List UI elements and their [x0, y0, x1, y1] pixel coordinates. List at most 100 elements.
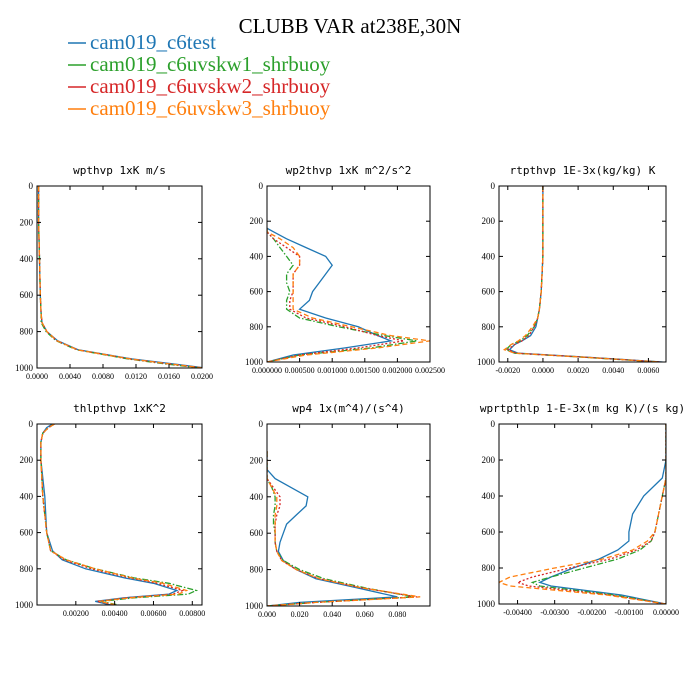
- y-tick-label: 200: [482, 216, 496, 226]
- x-tick-label: 0.0040: [59, 372, 81, 381]
- series-line-1: [267, 451, 398, 606]
- y-tick-label: 400: [20, 491, 34, 501]
- x-tick-label: 0.000000: [252, 366, 282, 375]
- x-tick-label: -0.0020: [495, 366, 520, 375]
- y-tick-label: 600: [250, 528, 264, 538]
- plot-frame: [266, 423, 431, 607]
- panel-title: wpthvp 1xK m/s: [73, 164, 166, 177]
- x-tick-label: 0.0080: [92, 372, 114, 381]
- y-tick-label: 0: [259, 181, 264, 191]
- x-tick-label: 0.0020: [567, 366, 589, 375]
- panel-2: wp2thvp 1xK m^2/s^2020040060080010000.00…: [245, 164, 445, 375]
- panel-title: wp2thvp 1xK m^2/s^2: [286, 164, 412, 177]
- plot-frame: [36, 185, 203, 369]
- y-tick-label: 400: [482, 251, 496, 261]
- x-tick-label: 0.000: [258, 610, 276, 619]
- series-line-2: [40, 424, 199, 605]
- plot-frame: [498, 423, 667, 605]
- y-tick-label: 600: [482, 527, 496, 537]
- series-line-1: [538, 424, 666, 604]
- x-tick-label: -0.00100: [615, 608, 644, 617]
- y-tick-label: 1000: [15, 600, 34, 610]
- x-tick-label: 0.0120: [125, 372, 147, 381]
- x-tick-label: 0.0200: [191, 372, 213, 381]
- plot-frame: [498, 185, 667, 363]
- y-tick-label: 0: [29, 419, 34, 429]
- series-line-1: [267, 227, 394, 362]
- y-tick-label: 200: [20, 455, 34, 465]
- y-tick-label: 800: [482, 563, 496, 573]
- figure-title: CLUBB VAR at238E,30N: [239, 14, 462, 38]
- series-line-4: [267, 451, 421, 606]
- panel-title: rtpthvp 1E-3x(kg/kg) K: [510, 164, 656, 177]
- plot-frame: [266, 185, 431, 363]
- y-tick-label: 400: [20, 254, 34, 264]
- panel-3: rtpthvp 1E-3x(kg/kg) K 0 200 400 600 800 1000-…: [477, 164, 667, 375]
- y-tick-label: 600: [20, 528, 34, 538]
- x-tick-label: 0.002000: [382, 366, 412, 375]
- series-line-3: [40, 424, 185, 605]
- x-tick-label: 0.001000: [317, 366, 347, 375]
- x-tick-label: 0.002500: [415, 366, 445, 375]
- x-tick-label: 0.020: [291, 610, 309, 619]
- y-tick-label: 400: [250, 251, 264, 261]
- x-tick-label: 0.00800: [179, 609, 205, 618]
- x-tick-label: -0.00400: [503, 608, 532, 617]
- y-tick-label: 1000: [477, 357, 496, 367]
- x-tick-label: 0.060: [356, 610, 374, 619]
- y-tick-label: 400: [482, 491, 496, 501]
- y-tick-label: 600: [20, 290, 34, 300]
- x-tick-label: 0.0000: [532, 366, 554, 375]
- legend: cam019_c6testcam019_c6uvskw1_shrbuoycam0…: [68, 30, 331, 120]
- x-tick-label: 0.0000: [26, 372, 48, 381]
- x-tick-label: -0.00200: [577, 608, 606, 617]
- x-tick-label: 0.00200: [63, 609, 89, 618]
- series-line-1: [508, 186, 663, 362]
- series-line-1: [40, 424, 179, 605]
- x-tick-label: 0.00600: [140, 609, 166, 618]
- series-line-3: [267, 451, 418, 606]
- panel-title: wp4 1x(m^4)/(s^4): [292, 402, 405, 415]
- x-tick-label: 0.0060: [637, 366, 659, 375]
- x-tick-label: 0.001500: [350, 366, 380, 375]
- legend-label-4: cam019_c6uvskw3_shrbuoy: [90, 96, 331, 120]
- series-line-4: [499, 424, 666, 604]
- series-line-4: [37, 186, 202, 368]
- y-tick-label: 0: [29, 181, 34, 191]
- y-tick-label: 600: [250, 287, 264, 297]
- series-line-3: [515, 424, 666, 604]
- series-line-4: [502, 186, 661, 362]
- y-tick-label: 200: [482, 455, 496, 465]
- x-tick-label: 0.040: [323, 610, 341, 619]
- x-tick-label: 0.0160: [158, 372, 180, 381]
- legend-label-2: cam019_c6uvskw1_shrbuoy: [90, 52, 331, 76]
- plot-frame: [36, 423, 203, 606]
- series-line-3: [37, 186, 202, 368]
- y-tick-label: 400: [250, 492, 264, 502]
- y-tick-label: 800: [482, 322, 496, 332]
- series-line-4: [40, 424, 189, 605]
- x-tick-label: 0.000500: [285, 366, 315, 375]
- legend-label-3: cam019_c6uvskw2_shrbuoy: [90, 74, 331, 98]
- y-tick-label: 1000: [245, 357, 264, 367]
- x-tick-label: 0.00000: [653, 608, 679, 617]
- panel-4: thlpthvp 1xK^2 0 200 400 600 800 1000 0.00200 0.…: [15, 402, 205, 618]
- x-tick-label: -0.00300: [540, 608, 569, 617]
- y-tick-label: 200: [250, 216, 264, 226]
- panel-6: wprtpthlp 1-E-3x(m kg K)/(s kg) 0 200 400 60…: [477, 402, 685, 617]
- y-tick-label: 1000: [477, 599, 496, 609]
- y-tick-label: 0: [259, 419, 264, 429]
- y-tick-label: 1000: [15, 363, 34, 373]
- y-tick-label: 0: [491, 419, 496, 429]
- x-tick-label: 0.0040: [602, 366, 624, 375]
- y-tick-label: 600: [482, 287, 496, 297]
- y-tick-label: 800: [20, 564, 34, 574]
- panel-title: thlpthvp 1xK^2: [73, 402, 166, 415]
- y-tick-label: 1000: [245, 601, 264, 611]
- x-tick-label: 0.080: [388, 610, 406, 619]
- y-tick-label: 800: [20, 327, 34, 337]
